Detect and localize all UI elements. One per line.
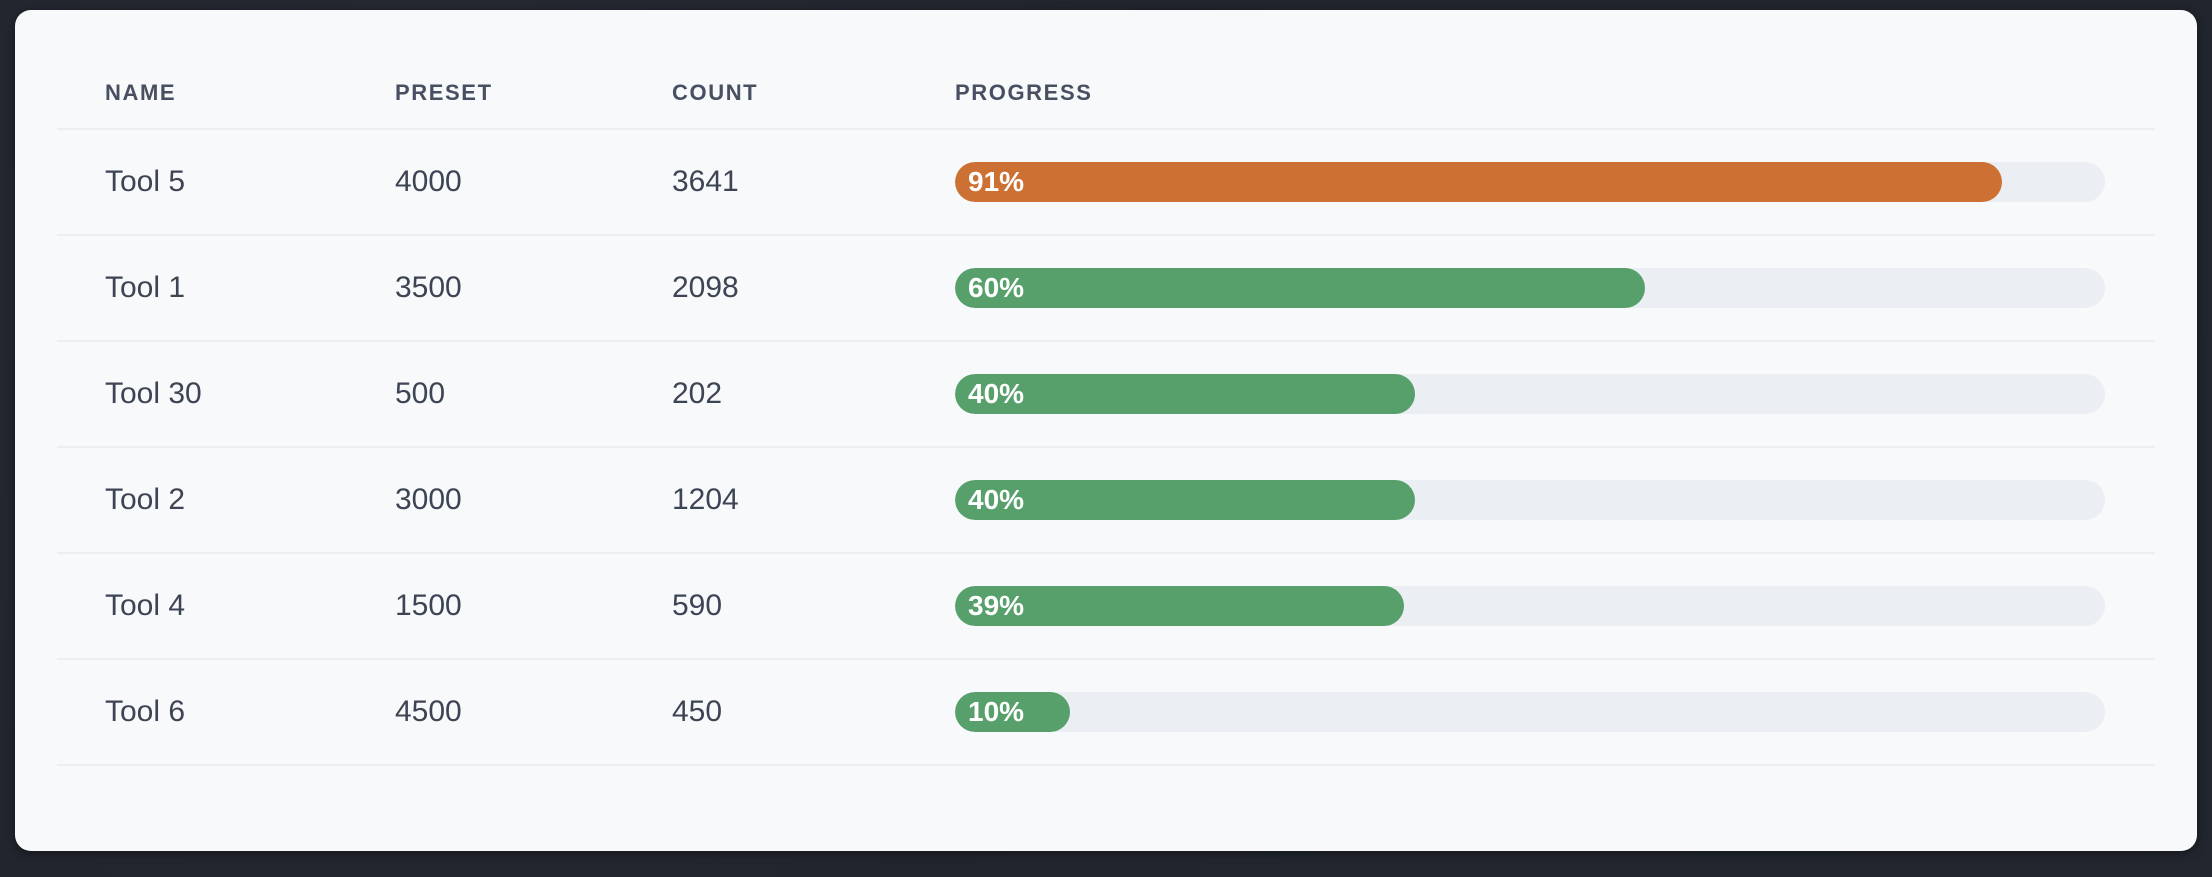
- progress-track: 40%: [955, 480, 2105, 520]
- progress-cell: 39%: [907, 586, 2155, 626]
- tool-name-cell: Tool 30: [105, 377, 202, 410]
- count-value-cell: 3641: [672, 165, 739, 198]
- progress-label: 39%: [968, 590, 1025, 621]
- table-row: Tool 4 1500 590 39%: [57, 554, 2155, 660]
- table-row: Tool 6 4500 450 10%: [57, 660, 2155, 766]
- progress-cell: 40%: [907, 480, 2155, 520]
- table-row: Tool 30 500 202 40%: [57, 342, 2155, 448]
- count-value-cell: 450: [672, 695, 723, 728]
- count-value-cell: 590: [672, 589, 723, 622]
- table-row: Tool 1 3500 2098 60%: [57, 236, 2155, 342]
- progress-label: 10%: [968, 696, 1025, 727]
- tool-name-cell: Tool 6: [105, 695, 186, 728]
- progress-cell: 10%: [907, 692, 2155, 732]
- tool-name-cell: Tool 1: [105, 271, 186, 304]
- tools-table-card: NAME PRESET COUNT PROGRESS Tool 5 4000 3…: [15, 10, 2197, 851]
- column-header-preset: PRESET: [395, 80, 493, 105]
- progress-cell: 60%: [907, 268, 2155, 308]
- progress-track: 39%: [955, 586, 2105, 626]
- count-value-cell: 2098: [672, 271, 739, 304]
- table-body: Tool 5 4000 3641 91% Tool 1 3500 2098 60…: [57, 130, 2155, 766]
- preset-value-cell: 1500: [395, 589, 462, 622]
- preset-value-cell: 3000: [395, 483, 462, 516]
- progress-bar-fill: 91%: [955, 162, 2002, 202]
- progress-bar-fill: 40%: [955, 480, 1415, 520]
- progress-label: 40%: [968, 378, 1025, 409]
- column-header-count: COUNT: [672, 80, 759, 105]
- column-header-name: NAME: [105, 80, 177, 105]
- tools-table: NAME PRESET COUNT PROGRESS Tool 5 4000 3…: [57, 10, 2155, 766]
- progress-bar-fill: 10%: [955, 692, 1070, 732]
- progress-track: 40%: [955, 374, 2105, 414]
- count-value-cell: 202: [672, 377, 723, 410]
- table-row: Tool 5 4000 3641 91%: [57, 130, 2155, 236]
- preset-value-cell: 4500: [395, 695, 462, 728]
- progress-bar-fill: 40%: [955, 374, 1415, 414]
- progress-cell: 91%: [907, 162, 2155, 202]
- column-header-progress: PROGRESS: [955, 80, 1093, 105]
- table-header-row: NAME PRESET COUNT PROGRESS: [57, 58, 2155, 130]
- progress-track: 60%: [955, 268, 2105, 308]
- preset-value-cell: 4000: [395, 165, 462, 198]
- preset-value-cell: 3500: [395, 271, 462, 304]
- preset-value-cell: 500: [395, 377, 446, 410]
- progress-track: 10%: [955, 692, 2105, 732]
- progress-label: 40%: [968, 484, 1025, 515]
- progress-cell: 40%: [907, 374, 2155, 414]
- progress-track: 91%: [955, 162, 2105, 202]
- table-row: Tool 2 3000 1204 40%: [57, 448, 2155, 554]
- progress-label: 91%: [968, 166, 1025, 197]
- tool-name-cell: Tool 2: [105, 483, 186, 516]
- progress-bar-fill: 39%: [955, 586, 1404, 626]
- tool-name-cell: Tool 5: [105, 165, 186, 198]
- progress-label: 60%: [968, 272, 1025, 303]
- tool-name-cell: Tool 4: [105, 589, 186, 622]
- count-value-cell: 1204: [672, 483, 739, 516]
- progress-bar-fill: 60%: [955, 268, 1645, 308]
